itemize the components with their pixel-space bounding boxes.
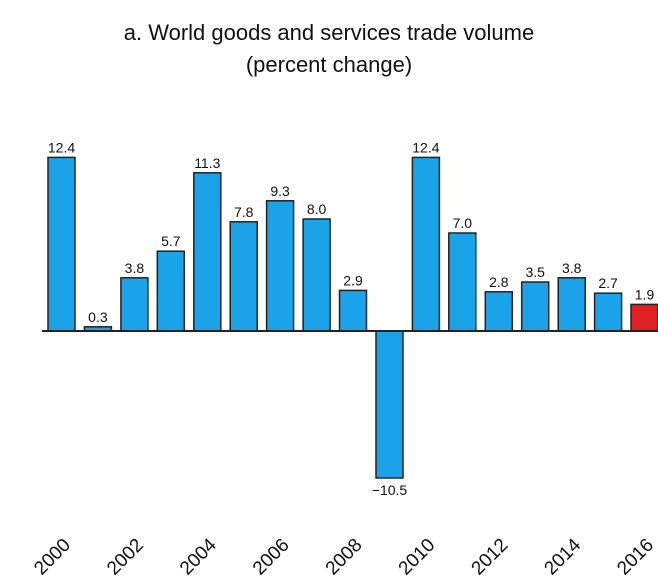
x-tick-label-2006: 2006: [249, 535, 294, 578]
value-label-2000: 12.4: [48, 139, 75, 155]
bar-2004: [193, 172, 222, 332]
value-label-2005: 7.8: [234, 204, 254, 220]
bar-2015: [593, 292, 623, 332]
x-tick-label-2014: 2014: [540, 534, 585, 578]
value-label-2002: 3.8: [125, 260, 145, 276]
chart-subtitle: (percent change): [245, 52, 413, 77]
value-label-2004: 11.3: [194, 155, 220, 171]
bar-2016: [630, 303, 658, 332]
value-label-2001: 0.3: [88, 309, 108, 325]
value-label-2013: 3.5: [525, 264, 545, 280]
value-label-2016: 1.9: [635, 286, 655, 302]
bar-2009: [375, 330, 404, 479]
bar-2002: [120, 277, 149, 332]
value-label-2006: 9.3: [270, 183, 290, 199]
bar-2010: [411, 156, 441, 332]
value-label-2012: 2.8: [489, 274, 509, 290]
value-label-2007: 8.0: [307, 201, 327, 217]
value-label-2010: 12.4: [412, 139, 439, 155]
x-tick-label-2012: 2012: [468, 535, 513, 578]
bar-2012: [484, 291, 514, 332]
value-label-2008: 2.9: [343, 272, 363, 288]
x-tick-label-2008: 2008: [322, 535, 367, 578]
value-label-2003: 5.7: [161, 233, 181, 249]
bar-2003: [156, 250, 186, 332]
bar-2000: [47, 156, 76, 332]
bar-2014: [557, 277, 586, 332]
value-label-2015: 2.7: [598, 275, 618, 291]
bar-2005: [229, 221, 258, 332]
chart-title: a. World goods and services trade volume: [123, 20, 535, 45]
x-tick-label-2016: 2016: [613, 535, 658, 578]
value-label-2009: −10.5: [372, 482, 408, 498]
bar-2006: [265, 200, 295, 332]
bar-2011: [448, 232, 477, 332]
x-tick-label-2004: 2004: [176, 534, 221, 578]
x-tick-label-2010: 2010: [395, 535, 440, 578]
bar-2008: [338, 289, 368, 332]
x-tick-label-2000: 2000: [30, 535, 75, 578]
value-label-2014: 3.8: [562, 260, 582, 276]
bar-2007: [302, 218, 331, 332]
x-tick-label-2002: 2002: [103, 535, 148, 578]
bar-2013: [520, 281, 550, 332]
value-label-2011: 7.0: [453, 215, 473, 231]
